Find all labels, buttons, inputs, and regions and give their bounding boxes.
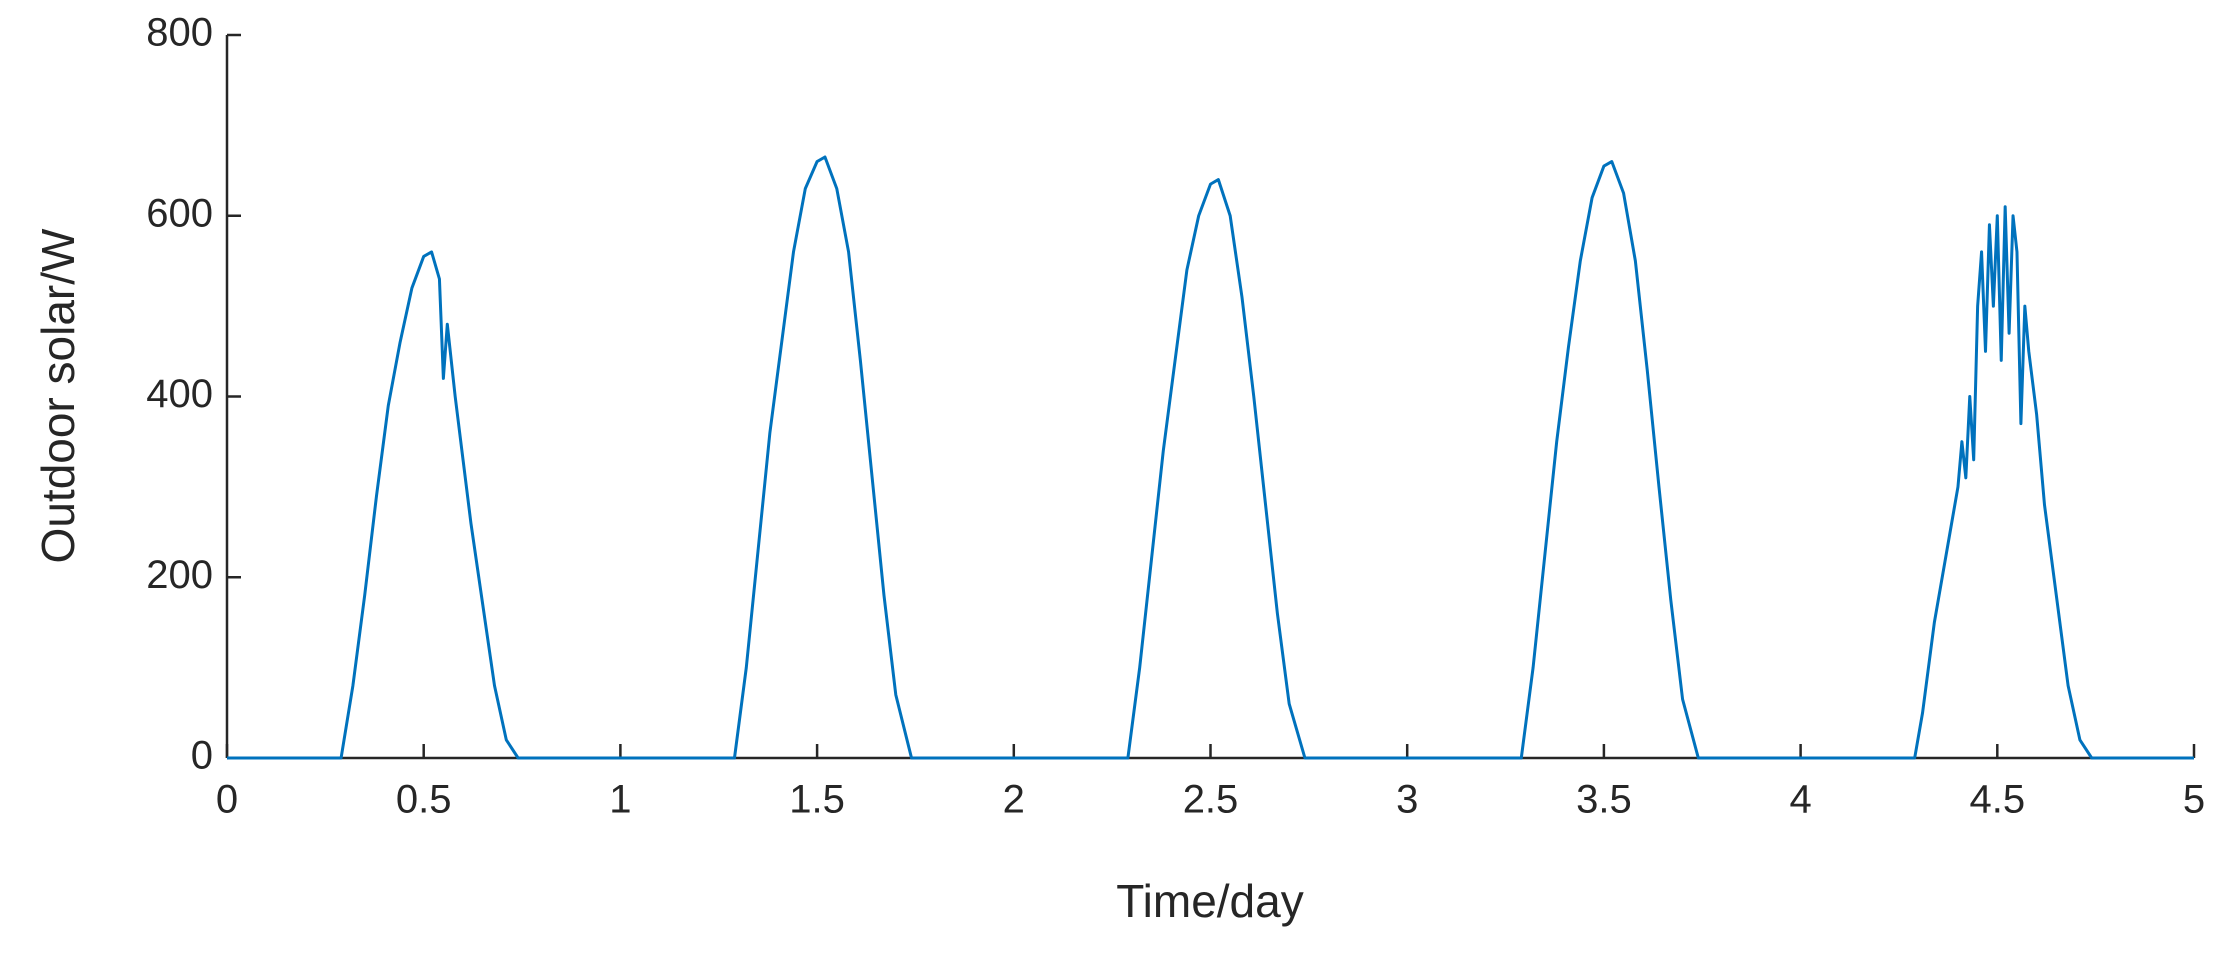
y-tick-label: 600 (146, 191, 213, 235)
x-tick-label: 5 (2183, 778, 2205, 822)
x-tick-label: 3.5 (1576, 778, 1632, 822)
x-tick-label: 2.5 (1183, 778, 1239, 822)
x-tick-label: 0 (216, 778, 238, 822)
x-tick-label: 1 (609, 778, 631, 822)
x-tick-label: 2 (1003, 778, 1025, 822)
x-tick-label: 1.5 (789, 778, 845, 822)
x-tick-label: 0.5 (396, 778, 452, 822)
y-tick-label: 0 (191, 734, 213, 778)
x-axis-label: Time/day (1116, 875, 1303, 927)
x-tick-label: 3 (1396, 778, 1418, 822)
x-tick-label: 4.5 (1969, 778, 2025, 822)
y-tick-label: 400 (146, 372, 213, 416)
line (227, 155, 2194, 760)
y-axis-label: Outdoor solar/W (32, 228, 84, 563)
y-tick-label: 800 (146, 11, 213, 55)
y-tick-label: 200 (146, 553, 213, 597)
x-tick-label: 4 (1789, 778, 1811, 822)
